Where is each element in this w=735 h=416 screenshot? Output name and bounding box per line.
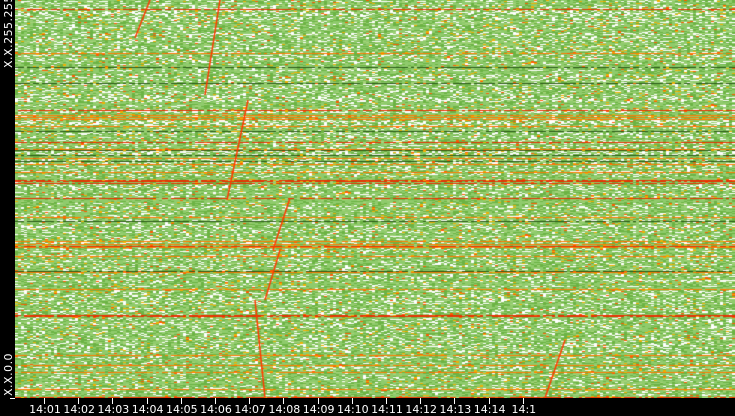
x-tick <box>351 398 353 404</box>
x-tick-label: 14:06 <box>200 403 232 416</box>
x-tick <box>317 398 319 404</box>
x-tick-label: 14:07 <box>234 403 267 416</box>
x-tick-label: 14:13 <box>439 403 472 416</box>
x-tick <box>215 398 216 404</box>
x-tick <box>44 398 45 404</box>
x-tick-label: 14:04 <box>131 403 164 416</box>
x-tick-label: 14:1 <box>511 403 537 416</box>
heatmap-canvas <box>15 0 735 398</box>
x-tick-label: 14:09 <box>302 403 335 416</box>
y-axis-tick <box>10 398 15 399</box>
x-tick-label: 14:14 <box>473 403 506 416</box>
x-tick-label: 14:02 <box>63 403 96 416</box>
x-tick <box>180 398 182 404</box>
x-tick <box>522 398 524 404</box>
x-tick-label: 14:05 <box>165 403 198 416</box>
x-tick <box>78 398 80 404</box>
x-tick-label: 14:01 <box>29 403 61 416</box>
x-tick-label: 14:10 <box>336 403 369 416</box>
x-tick <box>146 398 148 404</box>
x-tick-label: 14:03 <box>97 403 130 416</box>
x-tick <box>249 398 251 404</box>
x-tick <box>488 398 490 404</box>
x-tick-label: 14:08 <box>268 403 301 416</box>
y-label-bottom: X.X.0.0 <box>2 352 15 396</box>
x-tick <box>420 398 422 404</box>
x-tick <box>386 398 387 404</box>
x-tick <box>454 398 456 404</box>
y-label-top: X.X.255.255 <box>2 0 15 68</box>
x-tick <box>283 398 285 404</box>
x-tick <box>112 398 114 404</box>
x-tick-label: 14:12 <box>405 403 438 416</box>
x-tick-label: 14:11 <box>371 403 403 416</box>
